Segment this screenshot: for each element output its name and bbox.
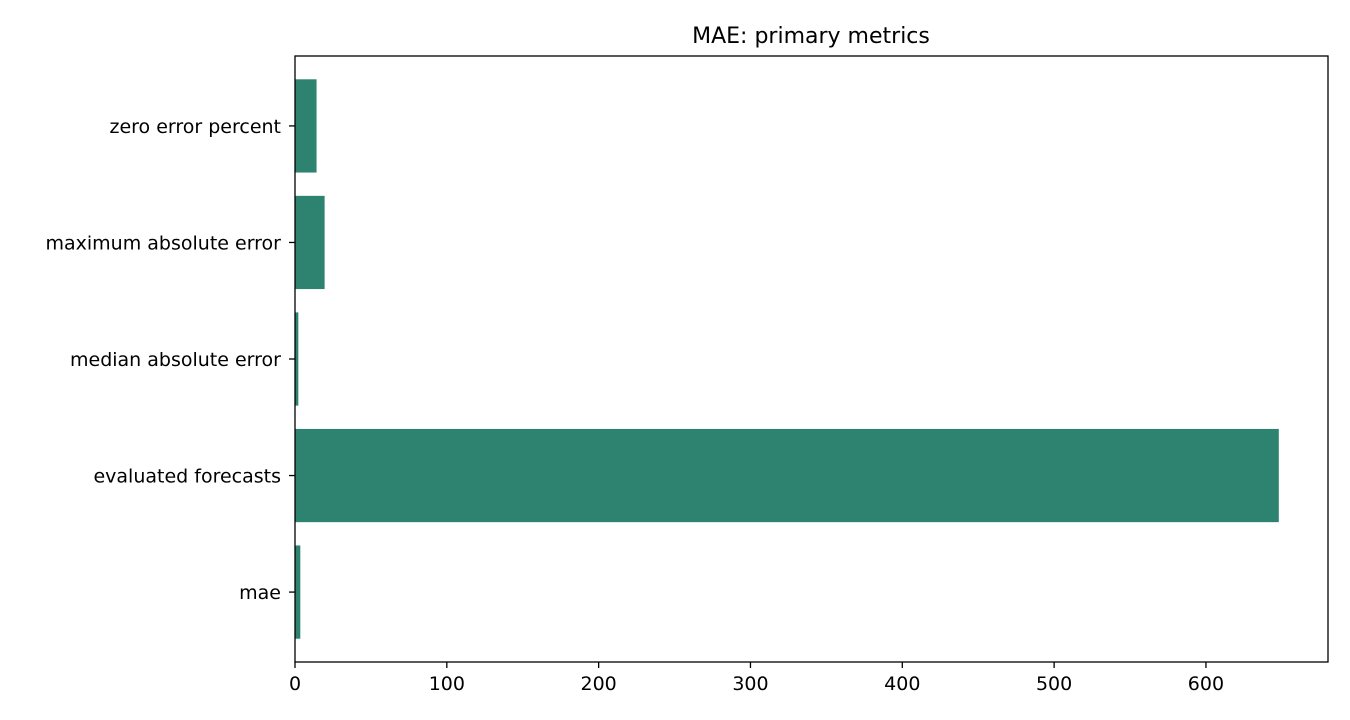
y-axis: mae evaluated forecasts median absolute er…	[46, 116, 295, 604]
x-axis: 0 100 200 300 400 500 600	[289, 662, 1224, 695]
y-tick-label: mae	[239, 582, 281, 604]
bar-median-absolute-error	[295, 312, 299, 406]
x-tick-label: 0	[289, 673, 301, 695]
bar-zero-error-percent	[295, 79, 317, 173]
x-tick-label: 500	[1036, 673, 1072, 695]
bar-evaluated-forecasts	[295, 428, 1279, 523]
x-tick-label: 400	[884, 673, 920, 695]
chart-title: MAE: primary metrics	[692, 24, 930, 49]
y-tick-label: median absolute error	[70, 349, 281, 371]
x-tick-label: 100	[429, 673, 465, 695]
y-tick-label: maximum absolute error	[46, 232, 282, 254]
x-tick-label: 200	[581, 673, 617, 695]
x-tick-label: 300	[732, 673, 768, 695]
bar-maximum-absolute-error	[295, 195, 325, 290]
bar-mae	[295, 545, 301, 639]
x-tick-label: 600	[1188, 673, 1224, 695]
plot-frame	[294, 55, 1329, 663]
bars-group	[295, 79, 1279, 639]
y-tick-label: evaluated forecasts	[93, 466, 281, 488]
y-tick-label: zero error percent	[109, 116, 281, 138]
